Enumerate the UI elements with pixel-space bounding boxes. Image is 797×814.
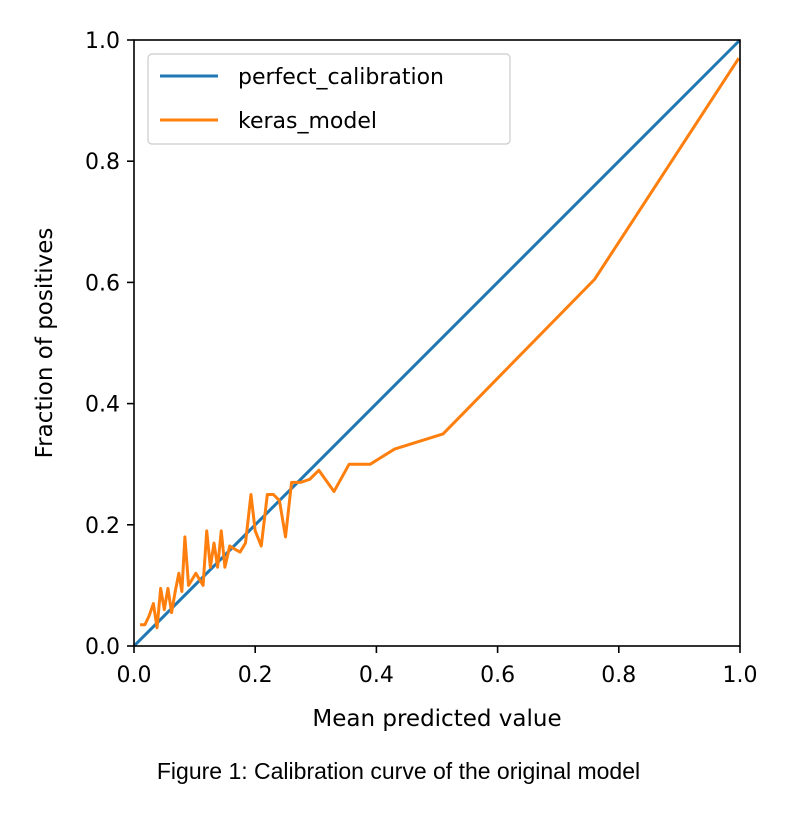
y-tick-label: 0.8 [85,150,120,175]
legend-label-perfect-calibration: perfect_calibration [238,65,444,90]
plot-frame [133,39,741,647]
series-line-perfect-calibration [132,38,742,648]
y-tick-label: 1.0 [85,29,120,54]
y-tick-label: 0.0 [85,635,120,660]
x-tick-label: 0.0 [117,663,152,688]
x-axis-title: Mean predicted value [312,706,561,732]
series-line-keras-model [140,57,741,630]
y-axis: 0.0 0.2 0.4 0.6 0.8 1.0 [85,29,134,660]
y-tick-label: 0.6 [85,271,120,296]
calibration-chart: 0.0 0.2 0.4 0.6 0.8 1.0 0.0 0.2 0.4 0.6 0.8 1.0 Me… [32,29,758,732]
x-tick-label: 0.4 [359,663,394,688]
x-tick-label: 0.2 [238,663,273,688]
x-tick-label: 0.6 [480,663,515,688]
y-tick-label: 0.4 [85,393,120,418]
y-axis-title: Fraction of positives [32,228,58,459]
figure-caption: Figure 1: Calibration curve of the origi… [156,758,641,784]
series-layer [132,38,742,648]
x-tick-label: 0.8 [601,663,636,688]
legend-label-keras-model: keras_model [238,109,377,134]
y-tick-label: 0.2 [85,514,120,539]
x-axis: 0.0 0.2 0.4 0.6 0.8 1.0 [117,646,758,688]
legend-box [147,53,511,145]
x-tick-label: 1.0 [723,663,758,688]
legend: perfect_calibration keras_model [147,53,511,145]
